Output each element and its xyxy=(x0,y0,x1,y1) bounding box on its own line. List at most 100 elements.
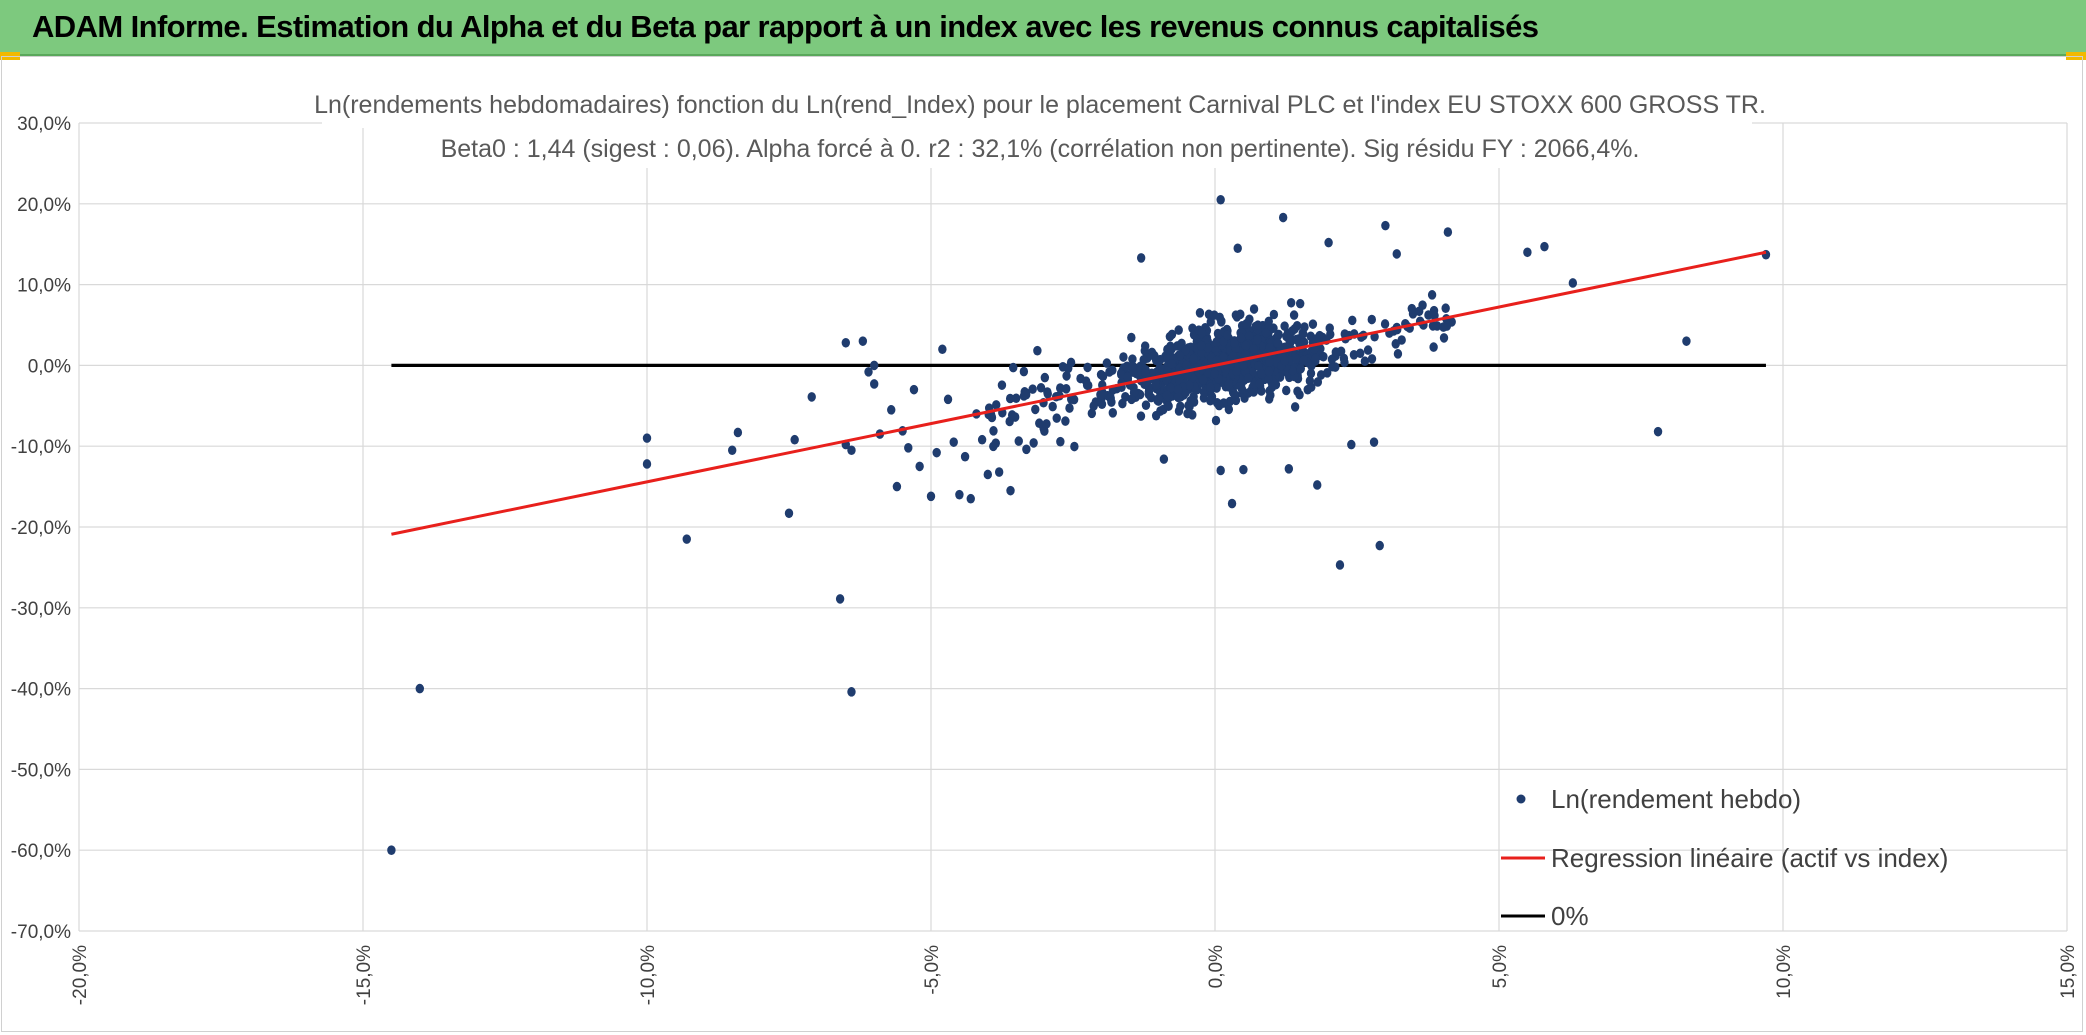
data-point xyxy=(415,683,424,694)
data-point xyxy=(642,459,652,469)
data-point xyxy=(1212,337,1221,347)
data-point xyxy=(1108,365,1117,376)
data-point xyxy=(1070,441,1079,452)
data-point xyxy=(1540,241,1549,252)
y-tick-label: -40,0% xyxy=(11,680,71,701)
data-point xyxy=(1098,371,1108,382)
data-point xyxy=(1392,249,1401,259)
data-point xyxy=(1269,309,1279,320)
data-point xyxy=(728,445,737,456)
data-point xyxy=(955,489,964,500)
data-point xyxy=(1313,480,1322,490)
data-point xyxy=(1391,339,1400,349)
data-point xyxy=(1280,321,1289,331)
x-tick-label: 0,0% xyxy=(1206,945,1227,988)
data-point xyxy=(1052,413,1061,423)
data-point xyxy=(1224,404,1234,415)
data-point xyxy=(1319,351,1328,362)
data-point xyxy=(1022,444,1031,455)
data-point xyxy=(1183,408,1192,419)
data-point xyxy=(790,434,799,445)
data-point xyxy=(1184,400,1193,411)
data-point xyxy=(1214,400,1224,411)
y-tick-label: -20,0% xyxy=(11,518,71,539)
data-point xyxy=(1289,310,1299,320)
y-tick-label: 10,0% xyxy=(17,276,71,297)
data-point xyxy=(1217,316,1226,326)
x-tick-label: -20,0% xyxy=(70,945,91,1005)
data-point xyxy=(1182,360,1191,371)
data-point xyxy=(1424,310,1433,320)
data-point xyxy=(1367,314,1376,325)
y-tick-label: -10,0% xyxy=(11,437,71,458)
data-point xyxy=(1418,300,1427,310)
data-point xyxy=(1147,368,1157,379)
data-point xyxy=(1216,194,1225,205)
data-point xyxy=(1159,454,1169,464)
data-point xyxy=(1022,389,1031,400)
data-point xyxy=(926,491,936,502)
data-point xyxy=(1335,560,1345,570)
data-point xyxy=(1233,243,1242,254)
data-point xyxy=(938,344,947,355)
data-point xyxy=(1064,363,1073,374)
data-point xyxy=(682,534,691,544)
data-point xyxy=(1296,363,1306,374)
data-point xyxy=(1348,315,1357,326)
data-point xyxy=(1284,333,1294,344)
data-point xyxy=(1173,384,1183,395)
data-point xyxy=(1242,319,1251,329)
data-point xyxy=(1062,371,1071,381)
data-point xyxy=(733,427,743,438)
data-point xyxy=(1061,416,1070,426)
data-point xyxy=(1278,212,1288,223)
chart-subtitle: Beta0 : 1,44 (sigest : 0,06). Alpha forc… xyxy=(441,135,1640,163)
data-point xyxy=(1119,352,1128,362)
data-point xyxy=(1019,366,1029,377)
data-point xyxy=(1653,426,1663,437)
data-point xyxy=(1197,347,1207,358)
data-point xyxy=(1347,439,1356,450)
data-point xyxy=(1065,403,1074,413)
data-point xyxy=(870,379,879,389)
data-point xyxy=(1327,354,1337,365)
legend: Ln(rendement hebdo) Regression linéaire … xyxy=(1501,784,1948,931)
data-point xyxy=(1082,380,1092,390)
data-point xyxy=(1007,410,1017,420)
data-point xyxy=(1029,438,1038,448)
data-point xyxy=(1089,401,1098,411)
data-point xyxy=(1127,332,1136,343)
data-point xyxy=(1139,354,1148,365)
data-point xyxy=(1195,308,1205,318)
data-point xyxy=(1253,320,1263,330)
data-point xyxy=(1165,344,1174,355)
data-point xyxy=(1031,404,1040,415)
chart-title: Ln(rendements hebdomadaires) fonction du… xyxy=(314,91,1766,119)
data-point xyxy=(1062,384,1071,394)
data-point xyxy=(1349,350,1359,360)
data-point xyxy=(1369,437,1379,447)
data-point xyxy=(847,687,856,697)
data-point xyxy=(1173,392,1183,403)
y-tick-label: -60,0% xyxy=(11,841,71,862)
data-point xyxy=(1199,387,1209,398)
data-point xyxy=(387,845,396,855)
subtitle-background xyxy=(442,126,1642,168)
data-point xyxy=(1151,410,1161,421)
data-point xyxy=(1293,386,1302,397)
legend-label-zero: 0% xyxy=(1551,901,1589,931)
x-tick-label: -5,0% xyxy=(922,945,943,995)
data-point xyxy=(1149,351,1159,361)
data-point xyxy=(1356,348,1365,359)
data-point xyxy=(1083,362,1092,373)
data-point xyxy=(1428,321,1438,331)
data-point xyxy=(1761,249,1771,260)
data-point xyxy=(1290,402,1300,412)
data-point xyxy=(887,405,896,415)
data-point xyxy=(1206,382,1215,393)
data-point xyxy=(1069,394,1079,405)
data-point xyxy=(847,445,856,456)
data-point xyxy=(1323,368,1332,378)
header-bar: ADAM Informe. Estimation du Alpha et du … xyxy=(0,0,2086,56)
data-point xyxy=(1174,325,1183,335)
